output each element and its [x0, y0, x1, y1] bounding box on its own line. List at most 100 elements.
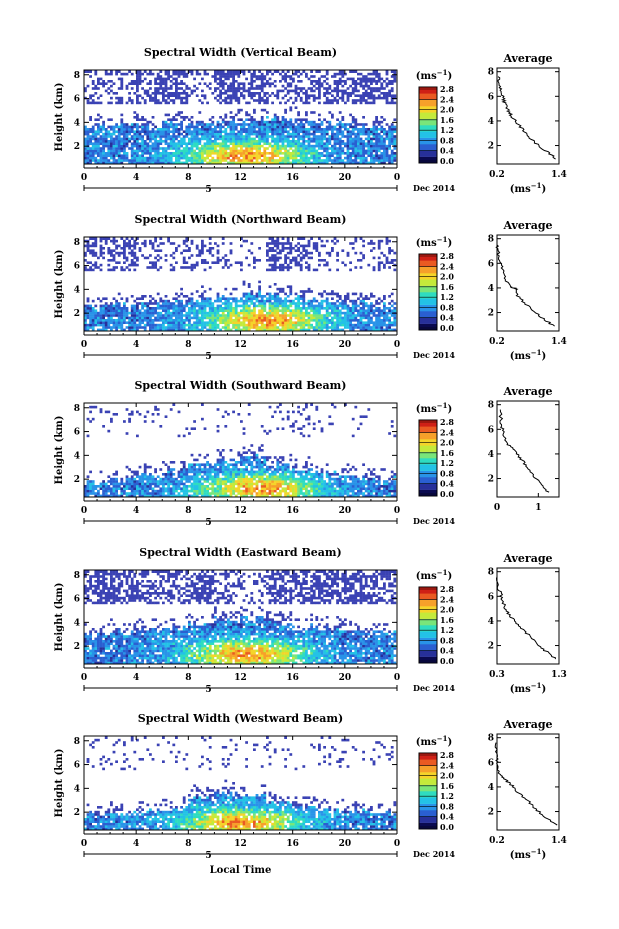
heatmap-cell [198, 307, 202, 310]
heatmap-cell [240, 118, 243, 121]
heatmap-cell [91, 142, 95, 145]
heatmap-cell [383, 311, 386, 315]
heatmap-cell [292, 101, 295, 105]
heatmap-cell [359, 140, 363, 143]
heatmap-cell [206, 144, 209, 148]
heatmap-cell [203, 309, 207, 312]
heatmap-cell [383, 321, 386, 324]
heatmap-cell [143, 128, 147, 131]
heatmap-cell [110, 328, 113, 332]
heatmap-cell [333, 326, 337, 329]
heatmap-cell [164, 82, 168, 85]
heatmap-cell [302, 147, 306, 150]
heatmap-cell [281, 263, 285, 267]
heatmap-cell [110, 489, 113, 493]
heatmap-cell [115, 125, 118, 129]
heatmap-cell [177, 72, 181, 76]
heatmap-cell [125, 307, 129, 310]
heatmap-cell [89, 420, 92, 423]
heatmap-cell [375, 118, 378, 121]
heatmap-cell [130, 128, 134, 131]
heatmap-cell [388, 94, 391, 97]
heatmap-cell [203, 297, 207, 300]
heatmap-cell [318, 304, 321, 308]
heatmap-cell [190, 125, 194, 129]
heatmap-cell [141, 142, 144, 145]
heatmap-cell [227, 147, 230, 150]
heatmap-cell [234, 323, 238, 327]
heatmap-cell [297, 307, 300, 310]
heatmap-cell [224, 99, 228, 102]
heatmap-cell [284, 140, 287, 143]
heatmap-cell [260, 309, 264, 312]
heatmap-cell [229, 89, 233, 93]
heatmap-cell [182, 309, 186, 312]
heatmap-cell [341, 135, 345, 138]
heatmap-cell [229, 292, 233, 296]
heatmap-cell [156, 87, 160, 90]
heatmap-cell [97, 142, 100, 145]
heatmap-cell [331, 302, 334, 305]
heatmap-cell [266, 80, 269, 83]
heatmap-cell [162, 96, 165, 100]
heatmap-cell [203, 72, 207, 76]
heatmap-cell [138, 249, 142, 252]
heatmap-cell [110, 156, 113, 160]
heatmap-cell [305, 140, 308, 143]
heatmap-cell [146, 311, 150, 315]
heatmap-cell [201, 120, 204, 124]
heatmap-cell [128, 132, 131, 136]
heatmap-cell [349, 316, 352, 320]
heatmap-cell [123, 261, 126, 264]
heatmap-cell [294, 130, 298, 133]
heatmap-cell [164, 89, 168, 93]
heatmap-cell [91, 489, 95, 493]
heatmap-cell [372, 309, 376, 312]
heatmap-cell [323, 130, 326, 133]
heatmap-cell [201, 307, 204, 310]
heatmap-cell [276, 94, 280, 97]
heatmap-cell [211, 135, 215, 138]
heatmap-cell [320, 299, 324, 303]
heatmap-cell [138, 321, 142, 324]
heatmap-cell [351, 316, 355, 320]
heatmap-cell [120, 309, 124, 312]
heatmap-cell [338, 120, 342, 124]
heatmap-cell [310, 156, 313, 160]
heatmap-cell [130, 316, 134, 320]
heatmap-cell [242, 295, 246, 298]
heatmap-cell [273, 147, 277, 150]
heatmap-cell [266, 140, 269, 143]
heatmap-cell [289, 84, 293, 88]
heatmap-cell [359, 299, 363, 303]
heatmap-cell [247, 82, 251, 85]
heatmap-cell [110, 118, 113, 121]
heatmap-cell [190, 156, 194, 160]
heatmap-cell [110, 259, 113, 262]
heatmap-cell [310, 94, 313, 97]
heatmap-cell [328, 111, 332, 114]
heatmap-cell [323, 159, 326, 162]
heatmap-cell [281, 319, 285, 322]
heatmap-cell [245, 304, 248, 308]
heatmap-cell [276, 309, 280, 312]
heatmap-cell [289, 290, 293, 293]
heatmap-cell [138, 319, 142, 322]
heatmap-cell [208, 159, 212, 162]
heatmap-cell [286, 154, 290, 157]
heatmap-cell [393, 94, 397, 97]
heatmap-cell [370, 101, 373, 105]
heatmap-cell [123, 304, 126, 308]
heatmap-cell [299, 316, 303, 320]
heatmap-cell [294, 326, 298, 329]
heatmap-cell [271, 239, 274, 243]
heatmap-cell [289, 135, 293, 138]
heatmap-cell [190, 297, 194, 300]
heatmap-cell [99, 142, 103, 145]
heatmap-cell [336, 101, 339, 105]
x-tick-label: 12 [234, 173, 247, 183]
heatmap-cell [383, 328, 386, 332]
heatmap-cell [377, 247, 381, 250]
heatmap-cell [305, 72, 308, 76]
heatmap-cell [234, 156, 238, 160]
